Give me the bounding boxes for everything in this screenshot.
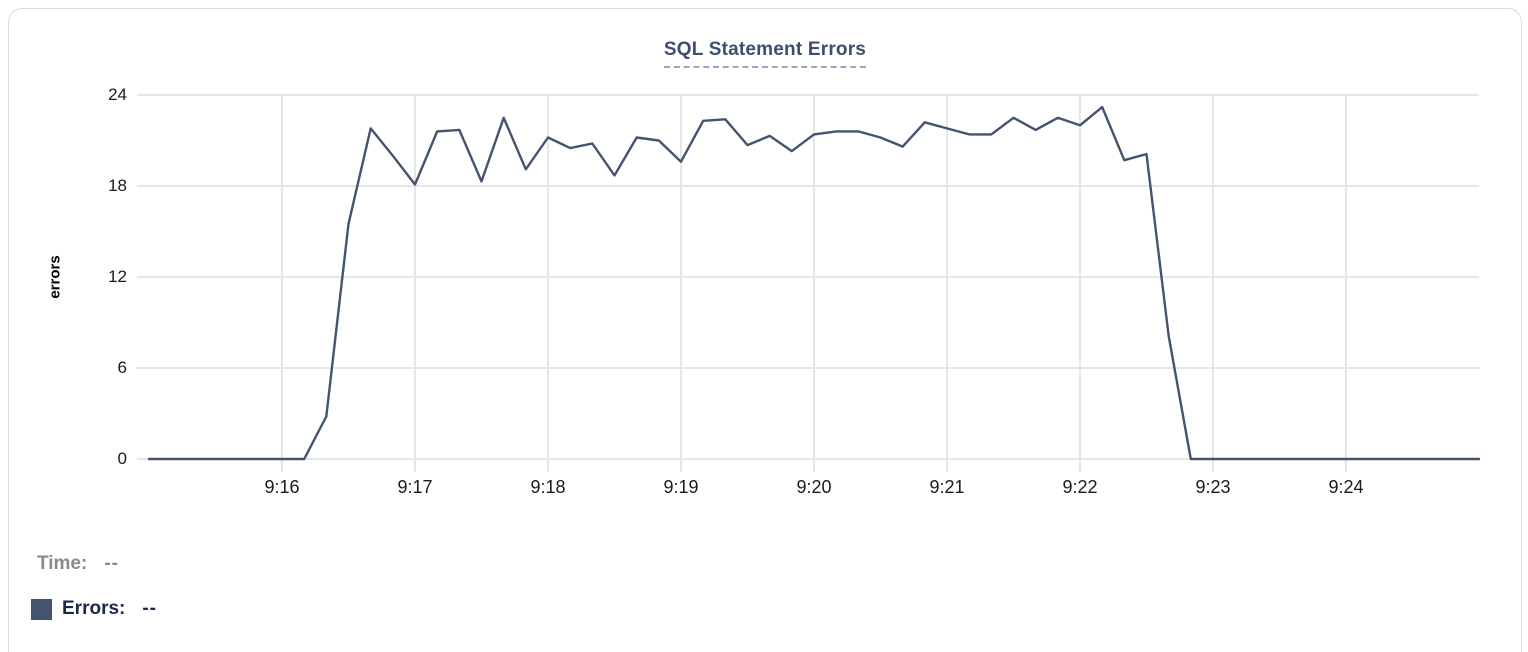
x-tick-label: 9:18 (530, 477, 566, 497)
chart-header: SQL Statement Errors (9, 39, 1521, 68)
chart-title[interactable]: SQL Statement Errors (663, 39, 867, 68)
x-tick-label: 9:24 (1328, 477, 1364, 497)
y-tick-label: 6 (117, 358, 127, 377)
chart-card: SQL Statement Errors errors 0 6 12 18 24 9:1… (8, 8, 1522, 652)
y-tick-label: 18 (108, 176, 127, 195)
x-tick-label: 9:16 (264, 477, 300, 497)
x-tick-label: 9:23 (1195, 477, 1231, 497)
errors-label: Errors: (62, 598, 126, 619)
y-tick-label: 24 (108, 85, 127, 104)
x-tick-label: 9:20 (796, 477, 832, 497)
tooltip-time-row: Time: -- (37, 553, 119, 575)
time-label: Time: (37, 553, 88, 574)
errors-legend-swatch (31, 598, 52, 620)
chart-plot-area[interactable] (9, 9, 1528, 652)
y-tick-label: 0 (117, 449, 127, 468)
x-tick-label: 9:21 (929, 477, 965, 497)
y-tick-label: 12 (108, 267, 127, 286)
errors-value: -- (142, 598, 158, 619)
x-tick-label: 9:17 (397, 477, 433, 497)
errors-legend-item[interactable]: Errors: -- (31, 598, 157, 620)
time-value: -- (104, 553, 119, 574)
x-tick-label: 9:19 (663, 477, 699, 497)
x-tick-label: 9:22 (1062, 477, 1098, 497)
errors-series-line (147, 105, 1481, 461)
